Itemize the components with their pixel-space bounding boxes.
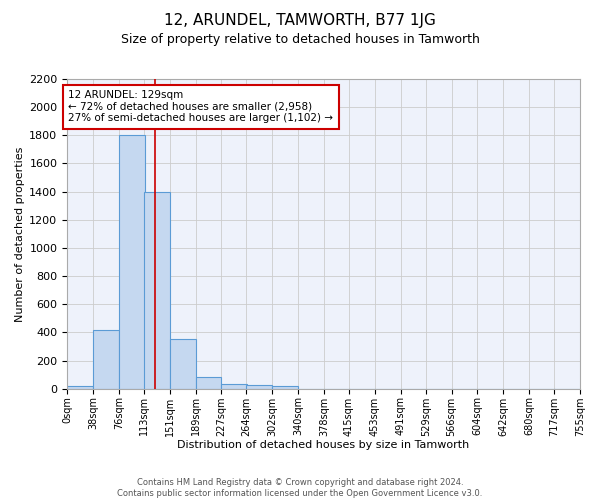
Bar: [196, 378, 221, 388]
Bar: [119, 136, 145, 388]
Text: 12, ARUNDEL, TAMWORTH, B77 1JG: 12, ARUNDEL, TAMWORTH, B77 1JG: [164, 12, 436, 28]
Bar: [272, 386, 298, 388]
Y-axis label: Number of detached properties: Number of detached properties: [15, 146, 25, 322]
Bar: [221, 384, 247, 388]
Bar: [93, 330, 119, 388]
Bar: [67, 386, 93, 388]
Bar: [170, 340, 196, 388]
Text: 12 ARUNDEL: 129sqm
← 72% of detached houses are smaller (2,958)
27% of semi-deta: 12 ARUNDEL: 129sqm ← 72% of detached hou…: [68, 90, 334, 124]
Bar: [247, 385, 272, 388]
Bar: [144, 192, 170, 388]
X-axis label: Distribution of detached houses by size in Tamworth: Distribution of detached houses by size …: [178, 440, 470, 450]
Text: Contains HM Land Registry data © Crown copyright and database right 2024.
Contai: Contains HM Land Registry data © Crown c…: [118, 478, 482, 498]
Text: Size of property relative to detached houses in Tamworth: Size of property relative to detached ho…: [121, 32, 479, 46]
